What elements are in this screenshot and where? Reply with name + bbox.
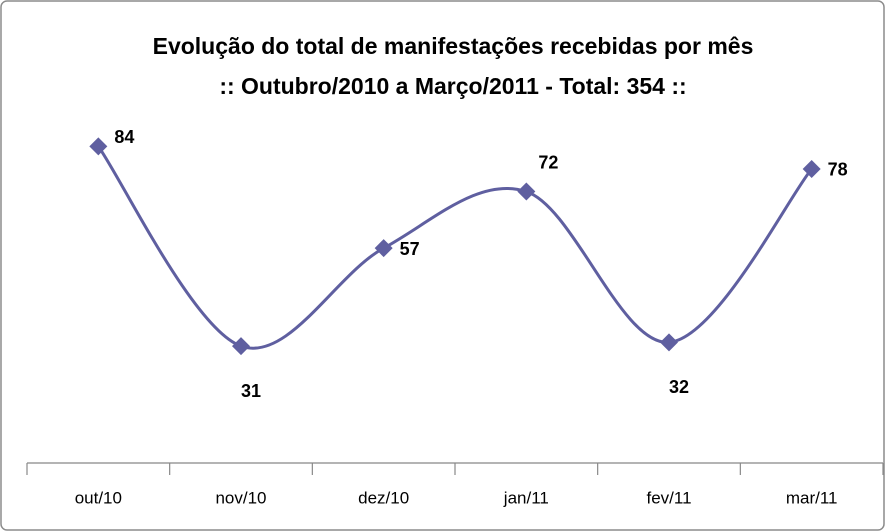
data-label: 57 (400, 239, 420, 259)
chart-subtitle: :: Outubro/2010 a Março/2011 - Total: 35… (219, 73, 686, 99)
x-tick-label: mar/11 (786, 488, 838, 507)
marker (802, 159, 821, 178)
data-label: 72 (538, 152, 558, 172)
marker (232, 337, 250, 356)
x-tick-label: dez/10 (358, 488, 409, 507)
chart-title: Evolução do total de manifestações receb… (153, 33, 754, 59)
data-label: 84 (114, 127, 134, 147)
data-line (97, 145, 813, 350)
marker (89, 137, 108, 156)
x-tick-label: out/10 (75, 488, 122, 507)
marker (517, 182, 536, 201)
data-label: 31 (241, 381, 261, 401)
marker (660, 333, 678, 352)
x-tick-label: nov/10 (215, 488, 266, 507)
x-tick-label: fev/11 (646, 488, 691, 507)
marker (374, 239, 393, 258)
data-label: 32 (669, 377, 689, 397)
x-tick-label: jan/11 (503, 488, 549, 507)
data-label: 78 (828, 160, 848, 180)
